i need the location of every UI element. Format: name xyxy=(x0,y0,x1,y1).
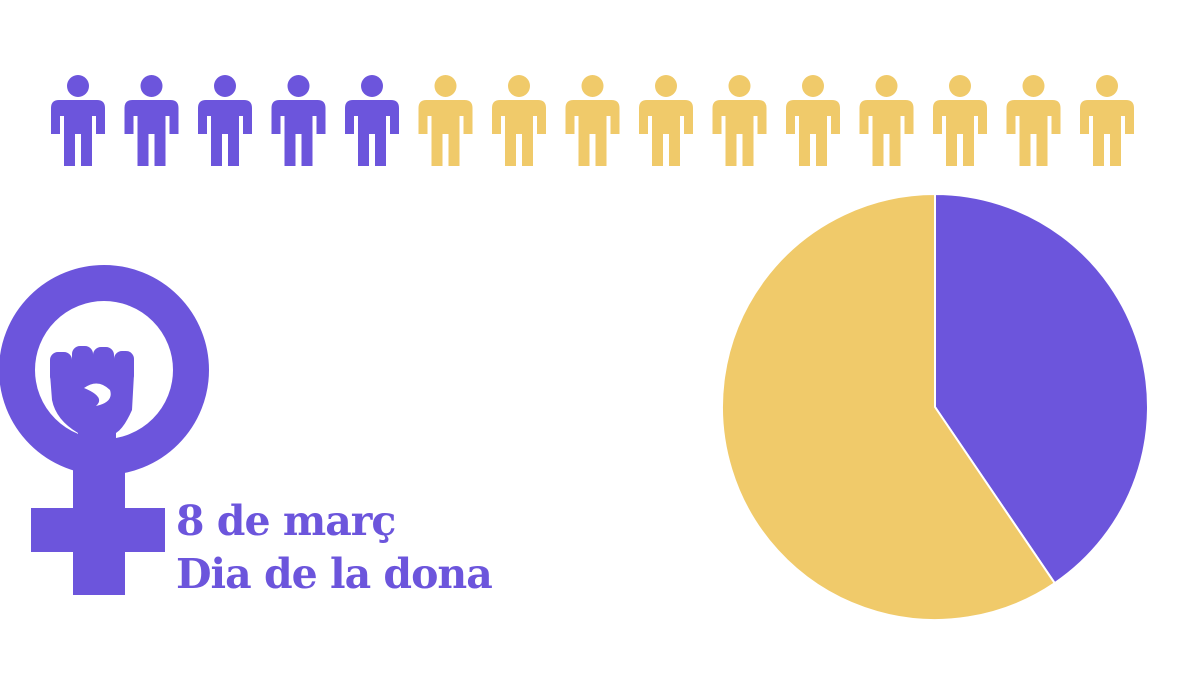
caption-title: Dia de la dona xyxy=(176,550,493,598)
pictogram-chart xyxy=(51,75,1134,166)
female-symbol-cross xyxy=(31,450,165,595)
person-icon xyxy=(565,75,620,166)
person-icon xyxy=(1080,75,1134,166)
person-icon xyxy=(859,75,914,166)
caption-date: 8 de març xyxy=(176,497,396,545)
person-icon xyxy=(198,75,252,166)
person-icon xyxy=(345,75,399,166)
pie-slice-1 xyxy=(934,192,1149,585)
person-icon xyxy=(492,75,546,166)
person-icon xyxy=(933,75,987,166)
raised-fist-icon xyxy=(50,346,134,455)
person-icon xyxy=(1006,75,1061,166)
person-icon xyxy=(639,75,693,166)
person-icon xyxy=(418,75,473,166)
female-symbol-raised-fist-icon xyxy=(0,265,209,595)
person-icon xyxy=(124,75,179,166)
person-icon xyxy=(712,75,767,166)
person-icon xyxy=(271,75,326,166)
pie-slice-2 xyxy=(721,192,1057,621)
person-icon xyxy=(786,75,840,166)
person-icon xyxy=(51,75,105,166)
